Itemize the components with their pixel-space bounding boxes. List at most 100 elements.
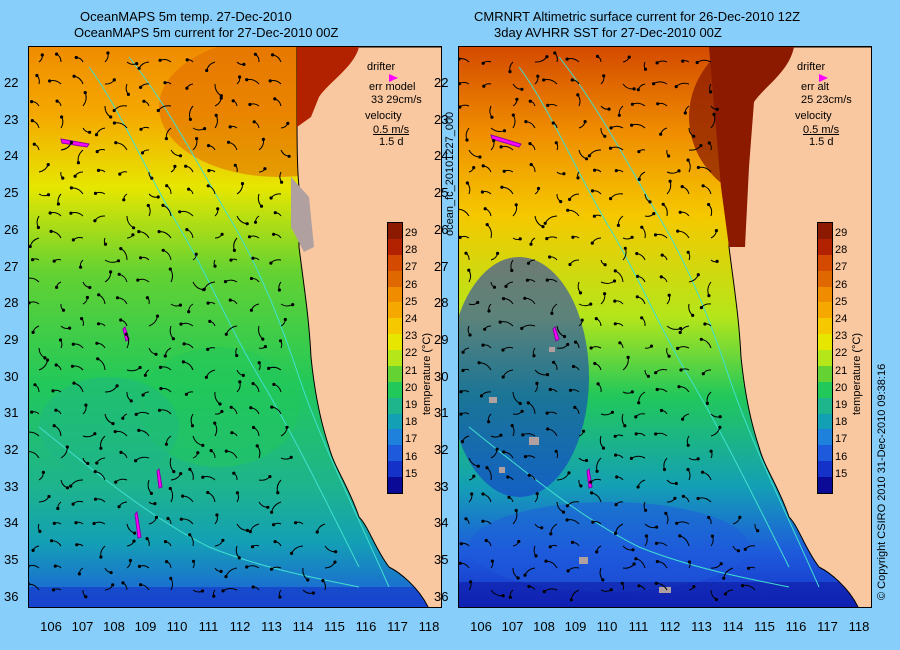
current-vector-head — [459, 542, 463, 546]
current-vector-head — [535, 492, 539, 496]
current-vector-head — [103, 242, 108, 246]
current-vector-head — [56, 506, 60, 511]
current-vector-head — [65, 486, 70, 490]
current-vector-head — [691, 313, 695, 317]
current-vector-head — [51, 389, 55, 393]
current-vector-head — [154, 352, 158, 356]
left-legend-err-label: err model — [369, 81, 416, 93]
current-vector-head — [86, 461, 90, 466]
current-vector-head — [590, 241, 594, 245]
current-vector-head — [640, 225, 644, 229]
current-vector-head — [687, 560, 691, 564]
drifter-arrow-icon — [389, 74, 398, 82]
current-vector-head — [85, 295, 89, 300]
current-vector-head — [501, 348, 505, 352]
current-vector-head — [216, 207, 220, 211]
current-vector-head — [94, 133, 99, 137]
current-vector-head — [460, 440, 465, 444]
current-vector-head — [235, 353, 239, 358]
right-current-arrows — [459, 51, 760, 602]
left-map-panel: drifter err model 33 29cm/s velocity 0.5… — [28, 46, 442, 608]
current-vector-head — [53, 564, 57, 568]
current-vector-head — [201, 443, 205, 447]
current-vector-head — [523, 573, 527, 577]
current-vector-head — [35, 73, 39, 78]
current-vector-head — [71, 502, 75, 506]
current-vector-head — [514, 508, 518, 513]
current-vector-head — [233, 163, 237, 167]
current-vector-head — [134, 459, 138, 463]
current-vector-head — [707, 515, 711, 520]
current-vector-head — [667, 354, 671, 358]
current-vector-head — [736, 549, 740, 553]
current-vector-head — [61, 176, 65, 180]
current-vector-head — [224, 449, 228, 453]
current-vector-head — [115, 384, 119, 388]
current-vector-head — [714, 229, 718, 233]
current-vector-head — [746, 566, 751, 570]
current-vector-head — [132, 226, 136, 230]
left-legend-drifter-label: drifter — [367, 61, 396, 73]
current-vector-head — [568, 262, 572, 267]
current-vector-head — [270, 405, 274, 409]
colorbar-swatch — [388, 302, 402, 319]
current-vector-head — [500, 185, 504, 189]
current-vector-head — [72, 74, 76, 78]
current-vector-head — [48, 211, 52, 215]
latitude-label-right: 34 — [434, 515, 449, 531]
current-vector-head — [178, 303, 182, 307]
left-river-delta — [291, 177, 314, 252]
current-vector-head — [228, 298, 232, 302]
colorbar-swatch — [818, 318, 832, 335]
current-vector-head — [664, 511, 668, 515]
right-legend-drifter: drifter — [797, 61, 825, 73]
current-vector-head — [568, 388, 573, 392]
current-vector-head — [30, 119, 34, 123]
colorbar-swatch — [818, 477, 832, 494]
current-vector-head — [36, 225, 40, 230]
current-vector-head — [652, 212, 656, 216]
longitude-label-right: 114 — [722, 619, 744, 634]
current-vector-head — [29, 301, 31, 305]
current-vector-head — [623, 246, 627, 250]
longitude-label-right: 118 — [848, 619, 870, 634]
colorbar-swatch — [818, 397, 832, 415]
current-vector-head — [171, 337, 175, 341]
latitude-label-left: 24 — [4, 148, 19, 164]
current-vector-head — [582, 429, 586, 433]
current-vector-head — [707, 141, 711, 145]
current-vector-head — [696, 457, 700, 461]
current-vector-head — [251, 382, 255, 386]
latitude-label-left: 28 — [4, 295, 19, 311]
current-vector-head — [601, 446, 606, 450]
current-vector-head — [709, 90, 713, 94]
current-vector-head — [68, 326, 72, 330]
current-vector-head — [699, 337, 703, 341]
current-vector-head — [149, 491, 153, 495]
current-vector-head — [476, 464, 480, 468]
current-vector-head — [459, 561, 462, 565]
current-vector-head — [566, 208, 570, 212]
current-vector-head — [71, 238, 75, 242]
latitude-label-left: 36 — [4, 588, 19, 604]
current-vector-head — [117, 505, 121, 509]
current-vector-head — [223, 280, 228, 284]
current-vector-head — [238, 380, 242, 384]
current-vector-head — [69, 186, 73, 190]
current-vector-head — [536, 186, 541, 191]
latitude-label-left: 32 — [4, 442, 19, 457]
current-vector-head — [228, 125, 232, 129]
current-vector-head — [267, 366, 271, 370]
colorbar-swatch — [818, 286, 832, 303]
current-vector-head — [576, 93, 580, 97]
longitude-label-right: 113 — [691, 619, 712, 634]
current-vector-head — [548, 387, 552, 392]
current-vector-head — [681, 59, 685, 63]
current-vector-head — [709, 449, 713, 453]
current-vector-head — [532, 354, 536, 358]
current-vector-head — [93, 191, 98, 195]
current-vector-head — [116, 259, 121, 263]
colorbar-tick-label: 24 — [405, 313, 418, 325]
current-vector-head — [277, 288, 281, 292]
current-vector-head — [596, 382, 600, 386]
